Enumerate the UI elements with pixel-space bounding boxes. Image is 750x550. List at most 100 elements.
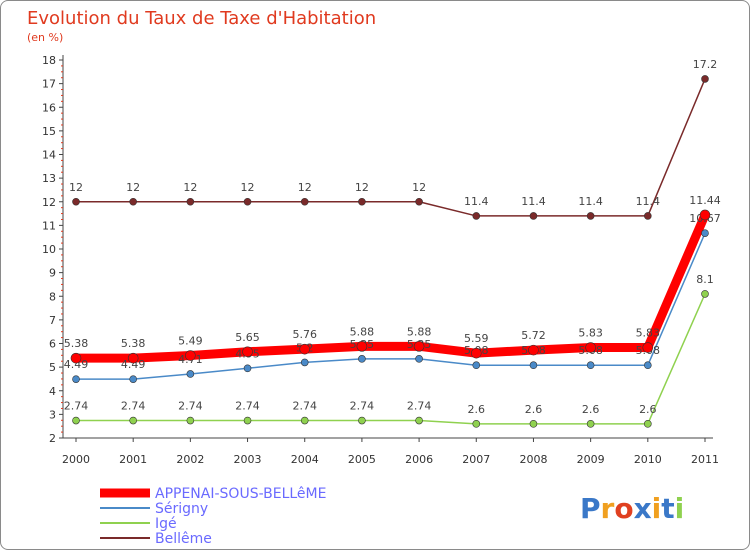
y-tick-label: 14 xyxy=(42,149,56,162)
data-label: 2.74 xyxy=(350,400,375,413)
data-label: 12 xyxy=(69,181,83,194)
legend-label: Igé xyxy=(155,516,177,532)
data-point xyxy=(701,75,709,83)
data-point xyxy=(243,197,252,206)
logo-letter: r xyxy=(601,492,615,525)
data-label: 11.4 xyxy=(464,195,489,208)
x-tick-label: 2006 xyxy=(405,453,433,466)
series-line xyxy=(76,293,706,425)
data-point xyxy=(186,197,195,206)
data-point xyxy=(415,197,423,206)
series-line xyxy=(76,232,706,380)
data-label: 5.49 xyxy=(178,335,203,348)
data-label: 5.72 xyxy=(521,329,546,342)
data-point xyxy=(642,342,654,353)
data-label: 12 xyxy=(126,181,140,194)
data-label: 2.6 xyxy=(525,403,543,416)
data-point xyxy=(243,416,252,425)
data-point xyxy=(129,197,137,206)
x-tick-label: 2007 xyxy=(462,453,490,466)
data-point xyxy=(699,209,711,221)
data-point xyxy=(529,361,538,370)
x-tick-label: 2001 xyxy=(119,453,147,466)
data-label: 5.88 xyxy=(407,325,432,338)
x-tick-label: 2004 xyxy=(291,453,319,466)
series-line xyxy=(76,213,710,363)
y-tick-label: 13 xyxy=(42,172,56,185)
data-point xyxy=(242,346,253,358)
data-label: 2.74 xyxy=(292,400,317,413)
data-label: 2.6 xyxy=(582,403,600,416)
y-tick-label: 6 xyxy=(49,338,56,351)
data-label: 8.1 xyxy=(696,273,714,286)
data-label: 4.49 xyxy=(121,358,146,371)
data-point xyxy=(528,344,539,356)
data-point xyxy=(529,420,538,428)
data-label: 12 xyxy=(298,181,312,194)
series-line xyxy=(76,78,706,217)
y-tick-label: 11 xyxy=(42,219,56,232)
data-point xyxy=(356,341,368,352)
data-point xyxy=(413,341,425,352)
x-tick-label: 2011 xyxy=(691,453,719,466)
data-point xyxy=(72,375,80,383)
data-label: 11.44 xyxy=(689,194,721,207)
logo-letter: i xyxy=(652,492,662,525)
y-tick-label: 10 xyxy=(42,243,56,256)
data-point xyxy=(127,352,139,364)
chart-subtitle: (en %) xyxy=(27,31,63,44)
data-label: 5.76 xyxy=(292,328,317,341)
data-point xyxy=(701,229,709,237)
data-point xyxy=(300,358,309,367)
x-tick-label: 2003 xyxy=(234,453,262,466)
y-tick-label: 17 xyxy=(42,78,56,91)
data-label: 2.6 xyxy=(468,403,486,416)
data-label: 17.2 xyxy=(693,58,718,71)
data-point xyxy=(701,290,709,298)
data-label: 12 xyxy=(241,181,255,194)
data-point xyxy=(299,343,311,355)
data-point xyxy=(300,416,309,425)
data-point xyxy=(185,350,196,361)
data-point xyxy=(472,212,481,220)
logo-letter: P xyxy=(580,492,601,525)
y-tick-label: 2 xyxy=(49,432,56,445)
y-tick-label: 15 xyxy=(42,125,56,138)
logo-letter: x xyxy=(634,492,652,525)
data-label: 11.4 xyxy=(521,195,546,208)
data-label: 5.88 xyxy=(350,325,375,338)
y-tick-label: 5 xyxy=(49,361,56,374)
logo-letter: i xyxy=(675,492,685,525)
data-point xyxy=(644,361,652,370)
data-label: 2.74 xyxy=(235,400,260,413)
y-tick-label: 16 xyxy=(42,101,56,114)
data-point xyxy=(358,355,366,363)
data-label: 4.49 xyxy=(64,358,89,371)
y-tick-label: 4 xyxy=(49,385,56,398)
series-group: 12 12 12 12 12 12 12 11.4 11.4 11.4 11.4 17.2 2.74 2.… xyxy=(64,58,721,428)
data-point xyxy=(358,416,366,425)
y-tick-label: 3 xyxy=(49,408,56,421)
data-label: 11.4 xyxy=(636,195,661,208)
data-point xyxy=(72,197,80,206)
data-label: 12 xyxy=(183,181,197,194)
data-point xyxy=(472,361,481,370)
legend-label: APPENAI-SOUS-BELLêME xyxy=(155,486,326,502)
data-point xyxy=(470,347,482,359)
data-point xyxy=(586,361,595,370)
data-label: 5.38 xyxy=(64,337,89,350)
data-label: 2.74 xyxy=(121,400,146,413)
data-point xyxy=(586,420,595,428)
legend-label: Sérigny xyxy=(155,501,208,517)
data-label: 12 xyxy=(412,181,426,194)
data-point xyxy=(585,342,596,353)
data-point xyxy=(72,416,80,425)
data-label: 5.83 xyxy=(578,327,603,340)
data-point xyxy=(243,364,252,373)
y-tick-label: 18 xyxy=(42,54,56,67)
y-tick-label: 12 xyxy=(42,196,56,209)
x-tick-label: 2008 xyxy=(519,453,547,466)
data-label: 5.38 xyxy=(121,337,146,350)
data-point xyxy=(586,212,595,220)
